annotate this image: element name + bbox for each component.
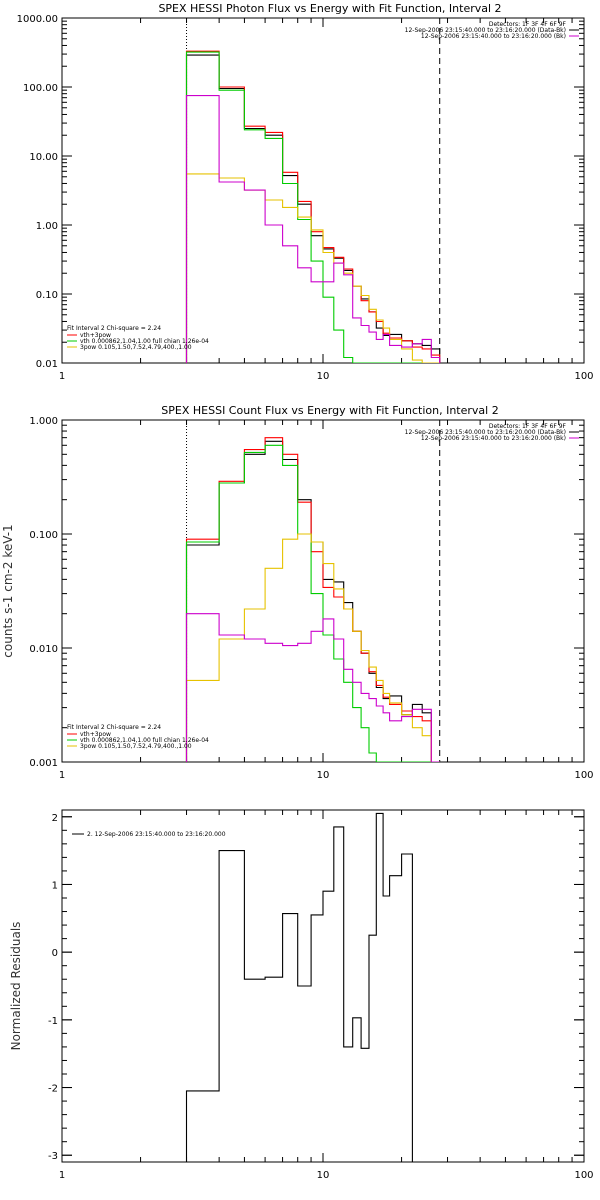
residual-ytick-label: 2: [52, 813, 58, 824]
photon-xtick-label: 10: [317, 371, 330, 382]
photon-series-data: [185, 54, 441, 363]
residual-ytick-label: 1: [52, 880, 58, 891]
photon-legend-item: vth+3pow: [80, 332, 111, 339]
count-ytick-label: 0.100: [29, 530, 58, 541]
photon-ytick-label: 10.00: [29, 152, 58, 163]
residual-xtick-label: 100: [574, 1170, 593, 1181]
count-ytick-label: 0.001: [29, 758, 58, 769]
count-xtick-label: 1: [59, 770, 65, 781]
residual-xtick-label: 10: [317, 1170, 330, 1181]
residuals-ylabel: Normalized Residuals: [9, 922, 23, 1051]
count-flux-panel: SPEX HESSI Count Flux vs Energy with Fit…: [1, 404, 594, 781]
photon-flux-title: SPEX HESSI Photon Flux vs Energy with Fi…: [158, 2, 501, 15]
residual-ytick-label: -2: [48, 1084, 58, 1095]
photon-flux-panel: SPEX HESSI Photon Flux vs Energy with Fi…: [17, 2, 594, 382]
photon-ytick-label: 1000.00: [17, 14, 58, 25]
photon-header-line: 12-Sep-2006 23:15:40.000 to 23:16:20.000…: [405, 27, 566, 34]
photon-ytick-label: 0.01: [36, 359, 58, 370]
count-legend-item: vth 0.000862,1.04,1.00 full chian 1.26e-…: [80, 737, 209, 744]
count-series-bk: [185, 613, 440, 762]
photon-legend-item: 3pow 0.105,1.50,7.52,4.79,400.,1.00: [80, 344, 192, 351]
count-ytick-label: 1.000: [29, 416, 58, 427]
count-legend-item: vth+3pow: [80, 731, 111, 738]
residual-legend-item: 2. 12-Sep-2006 23:15:40.000 to 23:16:20.…: [87, 831, 226, 838]
photon-flux-frame: [61, 17, 585, 364]
residuals-frame: [61, 809, 585, 1163]
photon-ytick-label: 1.00: [36, 221, 58, 232]
photon-legend-title: Fit Interval 2 Chi-square = 2.24: [67, 325, 161, 332]
photon-header-line: Detectors: 1F 3F 4F 6F 9F: [489, 21, 567, 28]
count-flux-frame: [61, 419, 585, 763]
photon-header-line: 12-Sep-2006 23:15:40.000 to 23:16:20.000…: [421, 33, 566, 40]
count-ytick-label: 0.010: [29, 644, 58, 655]
count-header-line: 12-Sep-2006 23:15:40.000 to 23:16:20.000…: [421, 435, 566, 442]
photon-xtick-label: 1: [59, 371, 65, 382]
count-series-3pow: [185, 533, 440, 762]
count-xtick-label: 10: [317, 770, 330, 781]
count-series-vth: [185, 444, 440, 762]
count-legend-item: 3pow 0.105,1.50,7.52,4.79,400.,1.00: [80, 743, 192, 750]
count-xtick-label: 100: [574, 770, 593, 781]
count-flux-title: SPEX HESSI Count Flux vs Energy with Fit…: [161, 404, 498, 417]
photon-series-bk: [185, 95, 441, 363]
photon-series-vth-3pow: [185, 50, 441, 363]
count-header-line: Detectors: 1F 3F 4F 6F 9F: [489, 423, 567, 430]
count-flux-ylabel: counts s-1 cm-2 keV-1: [1, 524, 15, 657]
photon-ytick-label: 0.10: [36, 290, 58, 301]
photon-legend-item: vth 0.000862,1.04,1.00 full chian 1.26e-…: [80, 338, 209, 345]
count-header-line: 12-Sep-2006 23:15:40.000 to 23:16:20.000…: [405, 429, 566, 436]
photon-series-vth: [185, 51, 440, 363]
photon-xtick-label: 100: [574, 371, 593, 382]
residual-ytick-label: -1: [48, 1016, 58, 1027]
residual-ytick-label: -3: [48, 1151, 58, 1162]
photon-ytick-label: 100.00: [23, 83, 58, 94]
residual-ytick-label: 0: [52, 948, 58, 959]
count-legend-title: Fit Interval 2 Chi-square = 2.24: [67, 724, 161, 731]
residual-series-residuals: [185, 812, 413, 1162]
residual-xtick-label: 1: [59, 1170, 65, 1181]
